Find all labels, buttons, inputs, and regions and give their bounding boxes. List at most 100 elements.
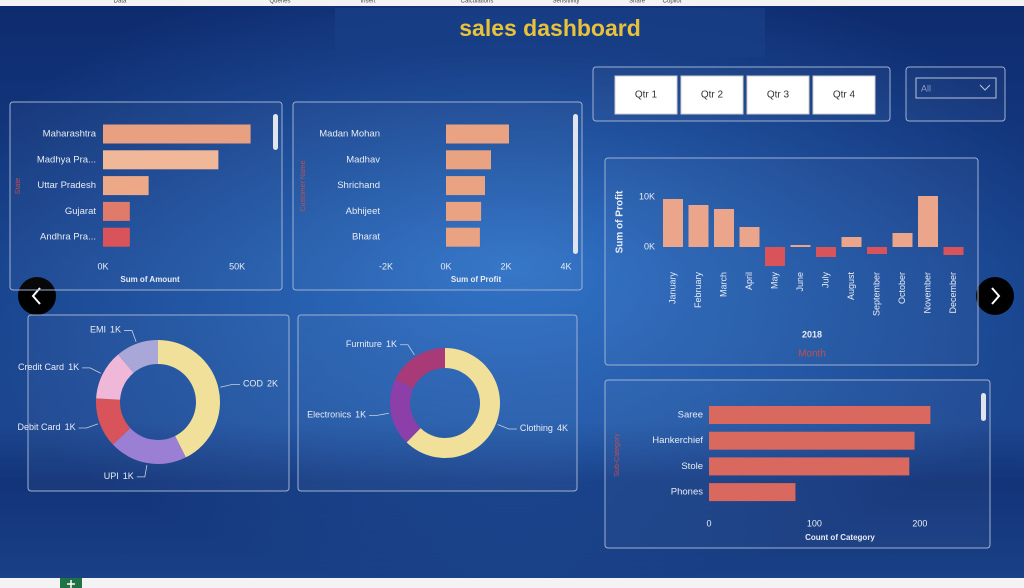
- y-tick-label: Gujarat: [65, 206, 97, 217]
- quarter-button[interactable]: [614, 75, 678, 115]
- slice-value: 1K: [386, 339, 397, 349]
- bar: [943, 247, 964, 255]
- bar: [103, 227, 130, 247]
- slice-name: COD: [243, 379, 264, 389]
- x-axis-title: Count of Category: [805, 533, 875, 542]
- x-tick-label: 50K: [229, 261, 245, 271]
- y-tick-label: 0K: [644, 241, 655, 251]
- leader-line: [82, 367, 101, 374]
- bar: [739, 227, 760, 247]
- bar: [892, 233, 913, 247]
- y-tick-label: Madan Mohan: [319, 129, 380, 140]
- chart-panel: [292, 101, 583, 291]
- leader-line: [369, 412, 389, 416]
- x-axis-title: Sum of Profit: [451, 275, 502, 284]
- data-label: Electronics 1K: [307, 410, 366, 420]
- bar: [709, 457, 910, 476]
- bar: [709, 431, 915, 450]
- ribbon: [0, 0, 1024, 6]
- prev-button[interactable]: [18, 277, 56, 315]
- filter-value: All: [921, 83, 931, 93]
- slice-name: Credit Card: [18, 362, 64, 372]
- prev-icon: [31, 287, 41, 305]
- x-tick-label: 0K: [440, 261, 451, 271]
- chart-panel: [27, 314, 290, 492]
- donut-slice: [389, 379, 421, 443]
- sheet-bar: [0, 578, 1024, 588]
- scrollbar-thumb: [573, 114, 578, 254]
- bar: [103, 150, 219, 170]
- ribbon-tab: Queries: [269, 0, 290, 5]
- slice-value: 1K: [110, 325, 121, 335]
- slice-name: EMI: [90, 325, 106, 335]
- quarter-button[interactable]: [812, 75, 876, 115]
- slice-value: 1K: [68, 362, 79, 372]
- x-tick-label: September: [871, 272, 881, 316]
- data-label: Furniture 1K: [346, 339, 397, 349]
- quarter-label: Qtr 4: [833, 90, 856, 101]
- bar: [765, 247, 785, 266]
- y-tick-label: Saree: [678, 410, 703, 421]
- x-tick-label: February: [693, 272, 703, 309]
- slice-value: 1K: [123, 471, 134, 481]
- bar: [446, 124, 509, 144]
- filter-panel: [905, 66, 1006, 122]
- donut-slice: [406, 348, 500, 458]
- y-axis-title: Sum of Profit: [615, 190, 626, 253]
- quarter-button[interactable]: [746, 75, 810, 115]
- donut-slice: [96, 398, 131, 445]
- dashboard-title: sales dashboard: [459, 15, 641, 41]
- slice-value: 1K: [355, 410, 366, 420]
- slice-name: Electronics: [307, 410, 352, 420]
- ribbon-tab: Insert: [360, 0, 375, 5]
- x-tick-label: May: [769, 272, 779, 290]
- ribbon-tab: Data: [114, 0, 127, 5]
- filter-dropdown[interactable]: [915, 77, 997, 99]
- next-button[interactable]: [976, 277, 1014, 315]
- y-tick-label: Andhra Pra...: [40, 232, 96, 243]
- bar: [446, 227, 480, 247]
- quarter-label: Qtr 2: [701, 90, 724, 101]
- leader-line: [78, 423, 98, 429]
- y-tick-label: Abhijeet: [346, 206, 381, 217]
- ribbon-tab: Calculations: [461, 0, 494, 5]
- y-axis-title: Customer Name: [300, 160, 307, 211]
- next-icon: [991, 287, 1001, 305]
- leader-line: [220, 384, 240, 388]
- x-tick-label: June: [795, 272, 805, 292]
- x-tick-label: 0: [706, 518, 711, 528]
- y-tick-label: 10K: [639, 191, 655, 201]
- quarter-button[interactable]: [680, 75, 744, 115]
- x-tick-label: July: [820, 272, 830, 289]
- x-axis-group: 2018: [802, 329, 822, 339]
- x-tick-label: December: [948, 272, 958, 314]
- x-axis-title: Month: [798, 349, 826, 360]
- chart-panel: [604, 157, 979, 366]
- x-tick-label: April: [744, 272, 754, 290]
- bar: [688, 205, 709, 247]
- y-tick-label: Maharashtra: [43, 129, 97, 140]
- chart-panel: [297, 314, 578, 492]
- bar: [663, 199, 683, 247]
- dropdown-arrow: [979, 84, 991, 91]
- donut-slice: [112, 428, 186, 464]
- x-axis-title: Sum of Amount: [120, 275, 180, 284]
- y-axis-title: State: [15, 178, 22, 194]
- y-tick-label: Uttar Pradesh: [37, 180, 96, 191]
- bar: [103, 176, 149, 196]
- quarter-label: Qtr 1: [635, 90, 658, 101]
- x-tick-label: 100: [807, 518, 822, 528]
- slice-name: Debit Card: [18, 422, 61, 432]
- data-label: Debit Card 1K: [18, 422, 76, 432]
- data-label: Clothing 4K: [520, 423, 568, 433]
- x-tick-label: -2K: [379, 261, 393, 271]
- leader-line: [124, 330, 137, 342]
- leader-line: [136, 464, 148, 478]
- quarter-label: Qtr 3: [767, 90, 790, 101]
- bar: [918, 196, 938, 247]
- x-tick-label: August: [846, 272, 856, 301]
- x-tick-label: October: [897, 272, 907, 304]
- x-tick-label: 0K: [97, 261, 108, 271]
- slice-value: 4K: [557, 423, 568, 433]
